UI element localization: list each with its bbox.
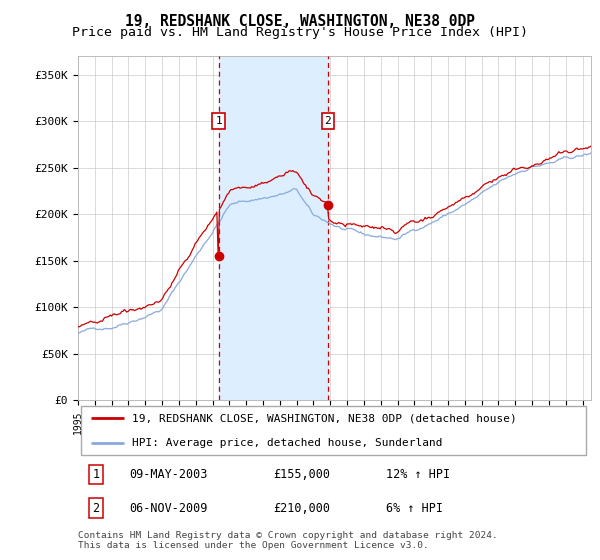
Text: 1: 1: [215, 116, 222, 126]
Text: 19, REDSHANK CLOSE, WASHINGTON, NE38 0DP (detached house): 19, REDSHANK CLOSE, WASHINGTON, NE38 0DP…: [132, 413, 517, 423]
Text: 6% ↑ HPI: 6% ↑ HPI: [386, 502, 443, 515]
Text: 2: 2: [92, 502, 100, 515]
Text: 2: 2: [325, 116, 331, 126]
Text: 06-NOV-2009: 06-NOV-2009: [130, 502, 208, 515]
Text: 1: 1: [92, 468, 100, 481]
FancyBboxPatch shape: [80, 407, 586, 455]
Text: 09-MAY-2003: 09-MAY-2003: [130, 468, 208, 481]
Text: £210,000: £210,000: [273, 502, 330, 515]
Text: HPI: Average price, detached house, Sunderland: HPI: Average price, detached house, Sund…: [132, 438, 442, 448]
Text: Price paid vs. HM Land Registry's House Price Index (HPI): Price paid vs. HM Land Registry's House …: [72, 26, 528, 39]
Bar: [218, 56, 328, 400]
Text: Contains HM Land Registry data © Crown copyright and database right 2024.
This d: Contains HM Land Registry data © Crown c…: [78, 531, 498, 550]
Text: 19, REDSHANK CLOSE, WASHINGTON, NE38 0DP: 19, REDSHANK CLOSE, WASHINGTON, NE38 0DP: [125, 14, 475, 29]
Text: 12% ↑ HPI: 12% ↑ HPI: [386, 468, 450, 481]
Text: £155,000: £155,000: [273, 468, 330, 481]
